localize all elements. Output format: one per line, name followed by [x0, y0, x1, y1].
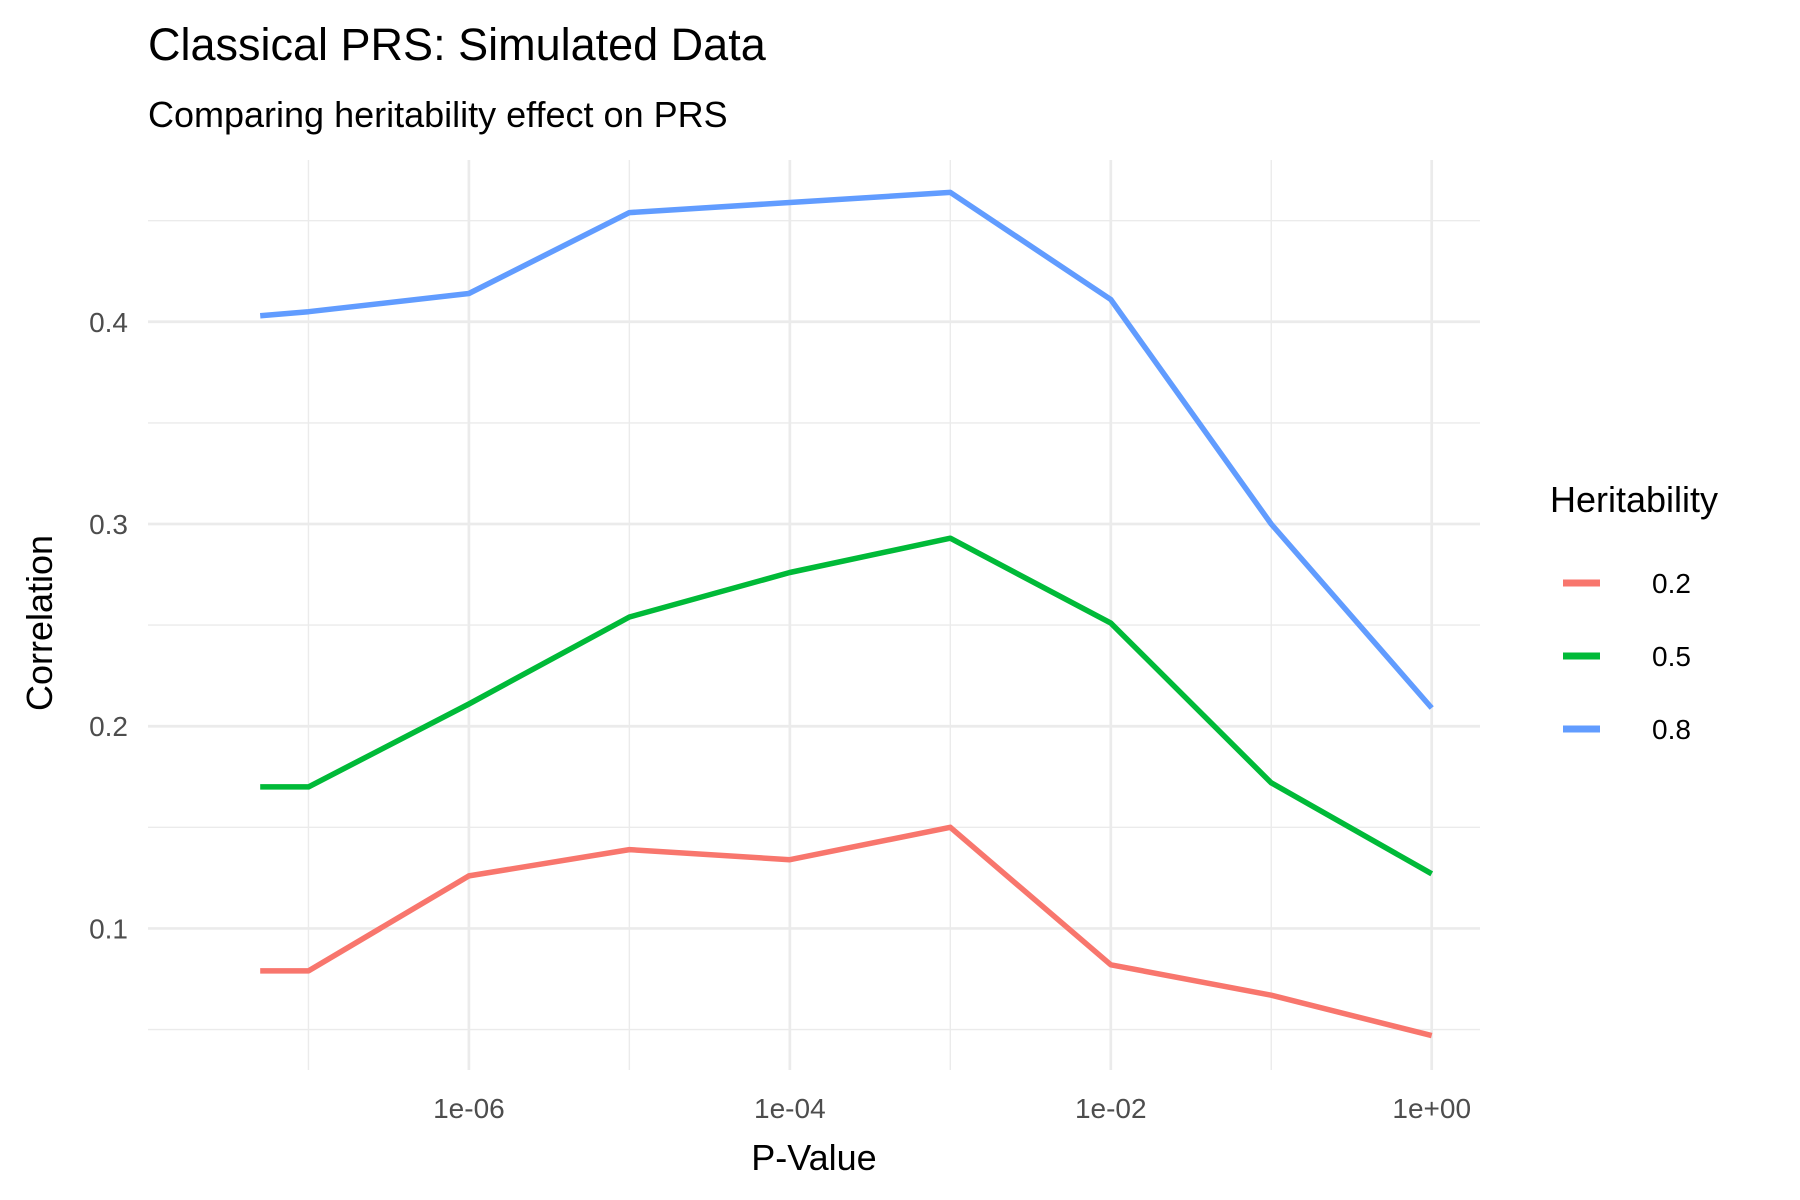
legend: Heritability 0.2 0.5 0.8 [1550, 479, 1718, 745]
y-tick-label: 0.4 [89, 307, 128, 338]
axis-ticks: 1e-06 1e-04 1e-02 1e+00 0.1 0.2 0.3 0.4 [89, 307, 1471, 1124]
x-axis-title: P-Value [751, 1137, 876, 1178]
legend-label: 0.2 [1652, 568, 1691, 599]
legend-title: Heritability [1550, 479, 1718, 520]
series-lines [259, 189, 1434, 1039]
y-tick-label: 0.2 [89, 711, 128, 742]
y-tick-label: 0.1 [89, 913, 128, 944]
series-line-0.5 [260, 535, 1434, 877]
x-tick-label: 1e-02 [1075, 1093, 1147, 1124]
series-line-0.2 [260, 824, 1433, 1039]
legend-items: 0.2 0.5 0.8 [1563, 568, 1691, 745]
chart-subtitle: Comparing heritability effect on PRS [148, 94, 728, 135]
series-line-0.8 [259, 189, 1434, 710]
x-tick-label: 1e-04 [754, 1093, 826, 1124]
legend-label: 0.5 [1652, 641, 1691, 672]
y-axis-title: Correlation [19, 535, 60, 711]
y-tick-label: 0.3 [89, 509, 128, 540]
gridlines [148, 160, 1480, 1070]
chart-title: Classical PRS: Simulated Data [148, 19, 767, 70]
x-tick-label: 1e+00 [1392, 1093, 1471, 1124]
legend-label: 0.8 [1652, 714, 1691, 745]
x-tick-label: 1e-06 [433, 1093, 505, 1124]
